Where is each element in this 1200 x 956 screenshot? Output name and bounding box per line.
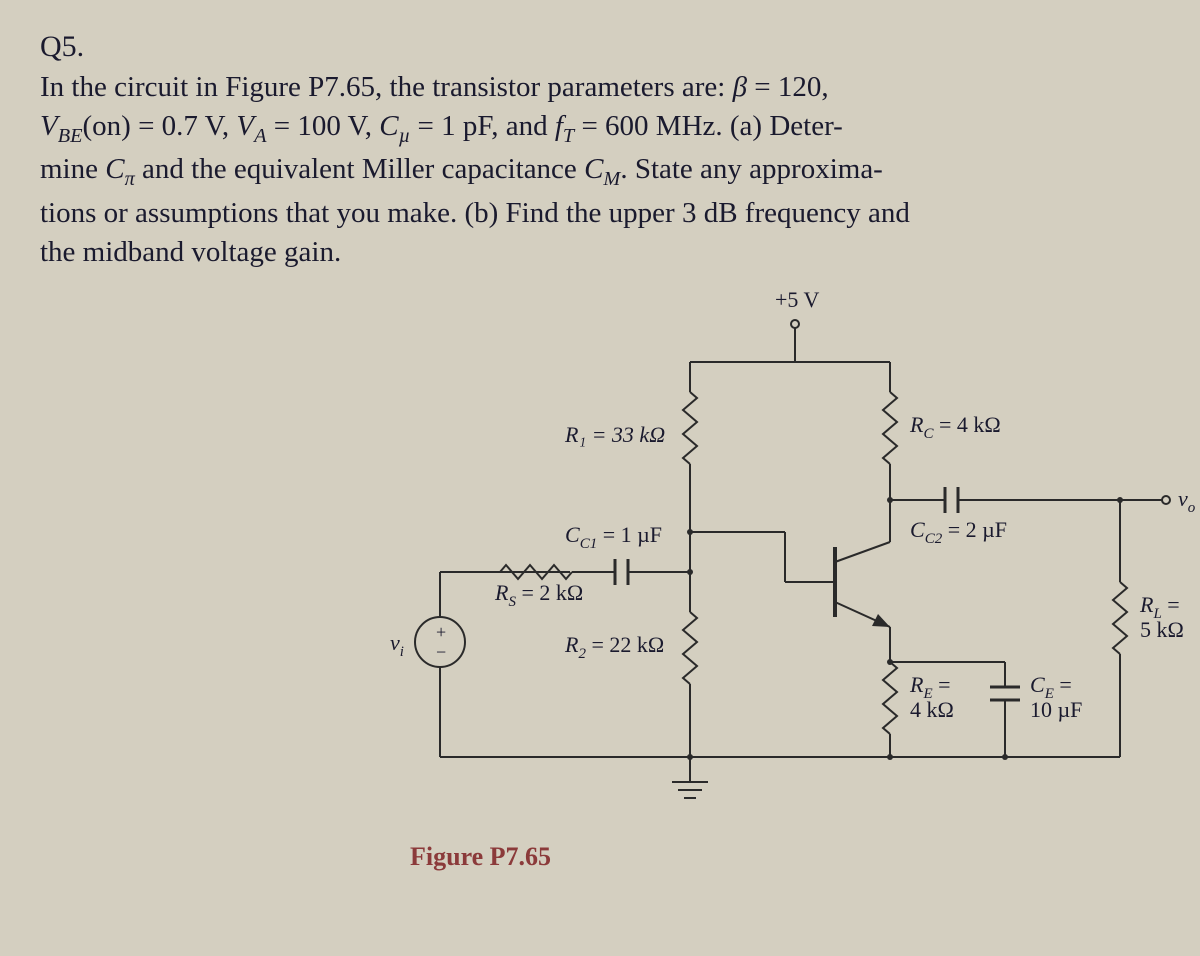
rl-resistor: [1113, 582, 1127, 654]
supply-label: +5 V: [775, 287, 820, 312]
ft-sub: T: [563, 125, 574, 147]
vi-minus: −: [436, 642, 446, 662]
re-label2: 4 kΩ: [910, 697, 954, 722]
r2-label: R2 = 22 kΩ: [564, 632, 664, 662]
line3b: and the equivalent Miller capacitance: [135, 153, 584, 185]
ft-f: f: [555, 110, 563, 142]
line1a: In the circuit in Figure P7.65, the tran…: [40, 71, 733, 103]
va-sub: A: [254, 125, 266, 147]
cm-c: C: [584, 153, 603, 185]
question-body: In the circuit in Figure P7.65, the tran…: [40, 68, 1160, 272]
bjt-collector: [835, 542, 890, 562]
rs-resistor: [500, 565, 572, 579]
cpi-sub: π: [125, 168, 135, 190]
supply-node: [791, 320, 799, 328]
ft-val: = 600 MHz. (a) Deter-: [574, 110, 843, 142]
vbe-on: (on) = 0.7 V,: [83, 110, 237, 142]
cm-sub: M: [603, 168, 620, 190]
figure-caption: Figure P7.65: [410, 842, 551, 872]
vbe-v: V: [40, 110, 58, 142]
vi-label: vi: [390, 630, 404, 660]
ce-label2: 10 µF: [1030, 697, 1082, 722]
vi-plus: +: [436, 622, 446, 642]
cmu-sub: µ: [399, 125, 411, 147]
line5: the midband voltage gain.: [40, 236, 341, 268]
r2-resistor: [683, 612, 697, 684]
eq1: =: [747, 71, 778, 103]
cpi-c: C: [105, 153, 124, 185]
beta-sym: β: [733, 71, 747, 103]
circuit-svg: +5 V R₁ = 33 kΩ RC = 4 kΩ CC2 = 2 µF: [40, 282, 1200, 882]
re-resistor: [883, 662, 897, 734]
cmu-c: C: [379, 110, 398, 142]
cc1-label: CC1 = 1 µF: [565, 522, 662, 552]
vbe-sub: BE: [58, 125, 83, 147]
cmu-val: = 1 pF, and: [410, 110, 555, 142]
beta-val: 120,: [778, 71, 829, 103]
line3c: . State any approxima-: [620, 153, 883, 185]
r1-resistor: [683, 392, 697, 464]
circuit-figure: +5 V R₁ = 33 kΩ RC = 4 kΩ CC2 = 2 µF: [40, 282, 1160, 882]
line4: tions or assumptions that you make. (b) …: [40, 197, 910, 229]
rl-label2: 5 kΩ: [1140, 617, 1184, 642]
r1-label: R₁ = 33 kΩ: [564, 422, 665, 447]
rc-resistor: [883, 392, 897, 464]
rc-label: RC = 4 kΩ: [909, 412, 1001, 442]
cc2-label: CC2 = 2 µF: [910, 517, 1007, 547]
line3a: mine: [40, 153, 105, 185]
vo-label: vo: [1178, 486, 1196, 516]
question-number: Q5.: [40, 30, 1160, 64]
va-val: = 100 V,: [266, 110, 379, 142]
rs-label: RS = 2 kΩ: [494, 580, 583, 610]
va-v: V: [236, 110, 254, 142]
